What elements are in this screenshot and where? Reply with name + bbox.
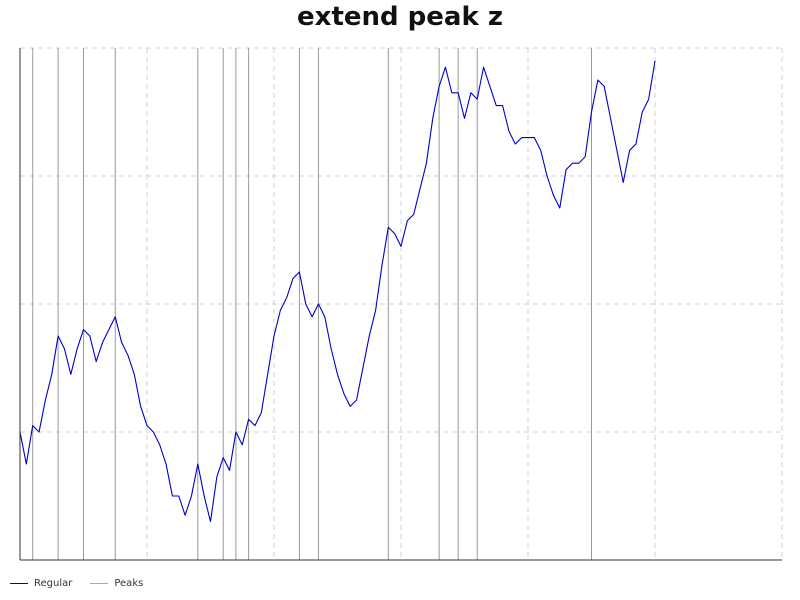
- series-lines: [19, 60, 656, 523]
- legend-swatch-peaks: [90, 582, 109, 584]
- legend: Regular Peaks: [10, 576, 143, 590]
- axes: [19, 48, 782, 561]
- legend-item-regular: Regular: [10, 578, 72, 589]
- chart-title: extend peak z: [297, 2, 503, 32]
- legend-label-regular: Regular: [34, 577, 73, 589]
- legend-item-peaks: Peaks: [90, 578, 143, 589]
- legend-label-peaks: Peaks: [114, 577, 144, 589]
- legend-swatch-regular: [10, 582, 28, 584]
- series-line-regular: [19, 60, 656, 523]
- grid: [19, 47, 783, 561]
- peak-lines: [19, 48, 592, 560]
